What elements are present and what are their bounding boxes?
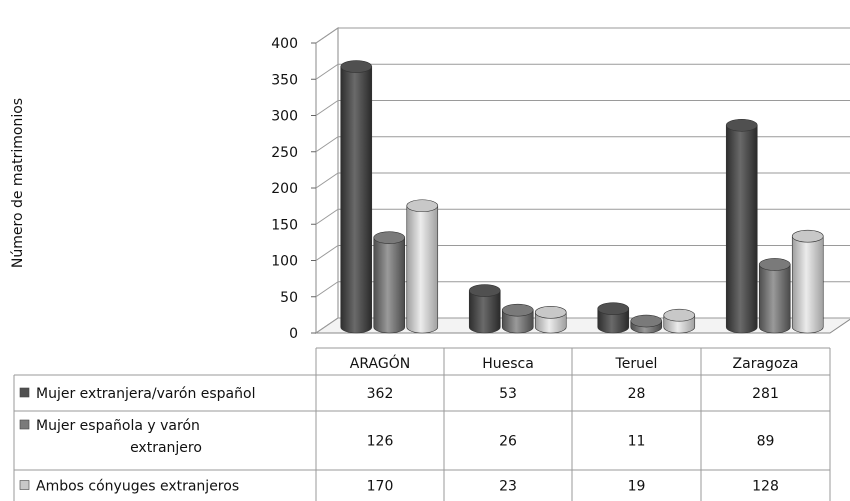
bar-huesca-series-1 (468, 284, 501, 334)
table-header-zaragoza: Zaragoza (733, 356, 799, 372)
y-axis-label: Número de matrimonios (10, 98, 26, 268)
bar-top (534, 306, 567, 319)
y-tick-label: 300 (271, 109, 298, 125)
bar-top (340, 60, 373, 73)
legend-key-icon (19, 419, 30, 430)
y-tick-label: 350 (271, 72, 298, 88)
bar-body (468, 290, 501, 334)
table-cell-value: 281 (752, 386, 779, 402)
gridline-depth (315, 245, 339, 261)
data-table: ARAGÓN Huesca Teruel Zaragoza Mujer extranje… (13, 347, 831, 501)
table-cell-value: 362 (367, 386, 394, 402)
bar-body (406, 205, 439, 334)
legend-series-label: Mujer extranjera/varón español (36, 386, 255, 402)
gridline-depth (315, 281, 339, 298)
gridline-depth (315, 27, 339, 44)
bar-top (758, 258, 791, 271)
legend-key-icon (19, 480, 30, 490)
bar-body (340, 66, 373, 334)
bar-top (373, 231, 406, 244)
bar-huesca-series-3 (534, 306, 567, 334)
table-header-aragón: ARAGÓN (350, 354, 410, 372)
table-cell-value: 53 (499, 386, 517, 402)
table-cell-value: 128 (752, 479, 779, 495)
legend-series-label: Ambos cónyuges extranjeros (36, 479, 239, 495)
bar-zaragoza-series-1 (725, 118, 758, 334)
table-header-huesca: Huesca (482, 356, 534, 372)
bar-teruel-series-2 (630, 314, 663, 334)
legend-key-icon (19, 387, 30, 398)
table-cell-value: 26 (499, 434, 517, 450)
bar-aragón-series-1 (340, 60, 373, 334)
table-cell-value: 11 (628, 434, 646, 450)
table-header-teruel: Teruel (615, 356, 658, 372)
bar-body (373, 237, 406, 334)
bar-top (501, 303, 534, 317)
bar-body (597, 308, 630, 334)
bar-body (501, 309, 534, 334)
bar-top (406, 199, 439, 213)
y-tick-label: 200 (271, 181, 298, 197)
bar-top (468, 284, 501, 297)
gridline-depth (315, 317, 339, 334)
table-cell-value: 126 (367, 434, 394, 450)
gridline-depth (315, 63, 339, 80)
bar-body (791, 235, 824, 334)
gridline-depth (315, 100, 339, 116)
bar-huesca-series-2 (501, 303, 534, 334)
legend-series-label: Mujer española y varón (36, 418, 200, 434)
bar-top (791, 229, 824, 243)
bar-zaragoza-series-2 (758, 258, 791, 334)
table-cell-value: 19 (628, 479, 646, 495)
bar-zaragoza-series-3 (791, 229, 824, 334)
bar-body (758, 264, 791, 334)
bars (340, 60, 824, 334)
legend-series-label: extranjero (130, 440, 202, 456)
y-tick-label: 150 (271, 217, 298, 233)
y-tick-label: 50 (280, 290, 298, 306)
gridline-depth (315, 208, 339, 225)
table-cell-value: 170 (367, 479, 394, 495)
y-axis: 0 50 100 150 200 250 300 350 400 (271, 36, 316, 342)
bar-top (597, 302, 630, 316)
bar-aragón-series-3 (406, 199, 439, 334)
y-tick-label: 250 (271, 145, 298, 161)
gridline-depth (315, 136, 339, 153)
y-tick-label: 100 (271, 254, 298, 270)
table-cell-value: 28 (628, 386, 646, 402)
bar-teruel-series-1 (597, 302, 630, 334)
bar-teruel-series-3 (663, 308, 696, 334)
bar-top (630, 314, 663, 328)
table-cell-value: 23 (499, 479, 517, 495)
y-tick-label: 0 (289, 326, 298, 342)
bar-top (663, 308, 696, 322)
bar-aragón-series-2 (373, 231, 406, 334)
y-tick-label: 400 (271, 36, 298, 52)
bar-body (725, 124, 758, 334)
table-cell-value: 89 (757, 434, 775, 450)
bar-top (725, 118, 758, 132)
gridline-depth (315, 172, 339, 189)
